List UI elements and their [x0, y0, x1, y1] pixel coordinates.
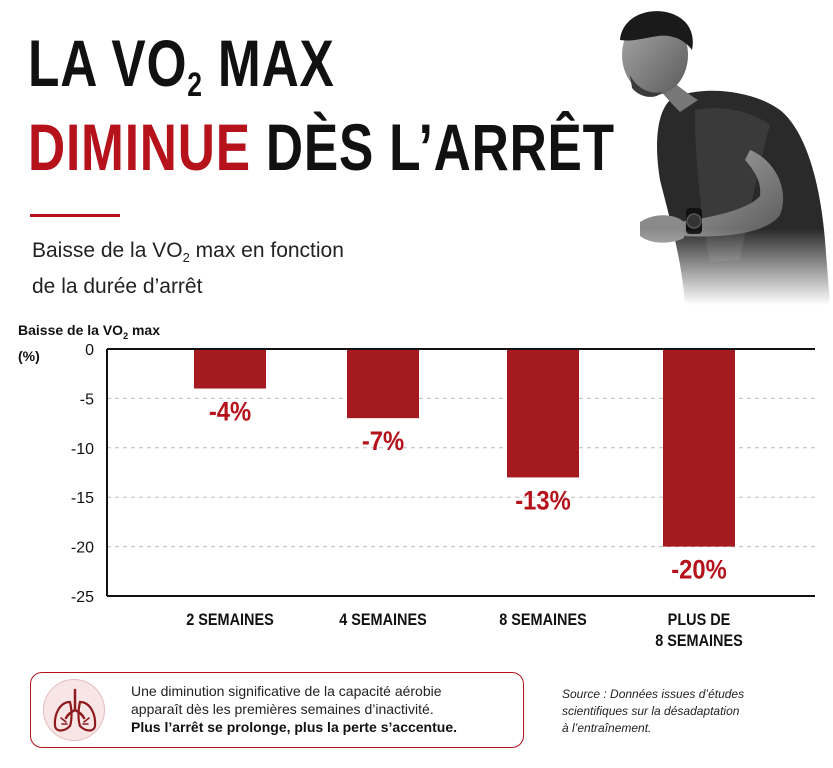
x-tick-label: PLUS DE 8 SEMAINES — [635, 609, 763, 651]
y-tick-label: -10 — [71, 441, 94, 458]
title-subscript: 2 — [187, 66, 203, 104]
x-tick-label: 2 SEMAINES — [166, 609, 294, 630]
subtitle-subscript: 2 — [182, 250, 190, 266]
subtitle-line-2: de la durée d’arrêt — [32, 275, 203, 299]
data-label: -7% — [362, 427, 404, 457]
source-line-1: Source : Données issues d’études — [562, 687, 745, 701]
info-line-2: apparaît dès les premières semaines d’in… — [131, 701, 434, 717]
data-label: -20% — [671, 555, 726, 585]
y-axis-unit: (%) — [18, 347, 40, 364]
x-tick-label-line: 8 SEMAINES — [655, 631, 743, 650]
bar — [194, 349, 266, 389]
bar — [507, 349, 579, 478]
bar — [347, 349, 419, 419]
info-text: Une diminution significative de la capac… — [131, 682, 511, 736]
x-tick-label-line: PLUS DE — [667, 610, 731, 629]
accent-rule — [30, 214, 120, 217]
x-tick-label: 4 SEMAINES — [319, 609, 447, 630]
lungs-icon — [43, 679, 105, 741]
data-label: -13% — [515, 486, 570, 516]
y-tick-label: -15 — [71, 490, 94, 507]
source-line-2: scientifiques sur la désadaptation — [562, 704, 740, 718]
title-line-1: LA VO2 MAX — [28, 30, 335, 108]
y-axis-label-subscript: 2 — [123, 330, 129, 341]
y-axis-label-part-2: max — [128, 322, 160, 338]
x-tick-label: 8 SEMAINES — [479, 609, 607, 630]
x-tick-label-line: 2 SEMAINES — [186, 610, 274, 629]
title-line-1-after: MAX — [202, 26, 335, 100]
subtitle-part-1: Baisse de la VO — [32, 239, 183, 262]
title-line-1-text: LA VO — [28, 26, 188, 100]
y-axis-label-part-1: Baisse de la VO — [18, 322, 124, 338]
chart-subtitle: Baisse de la VO2 max en fonction de la d… — [32, 236, 452, 301]
runner-photo — [600, 0, 833, 305]
info-bold-line: Plus l’arrêt se prolonge, plus la perte … — [131, 719, 457, 735]
y-axis-label: Baisse de la VO2 max (%) — [18, 320, 160, 366]
y-tick-label: 0 — [85, 342, 94, 359]
info-line-1: Une diminution significative de la capac… — [131, 683, 442, 699]
info-box: Une diminution significative de la capac… — [30, 672, 524, 748]
y-tick-label: -20 — [71, 540, 94, 557]
x-tick-label-line: 8 SEMAINES — [499, 610, 587, 629]
source-line-3: à l’entraînement. — [562, 721, 652, 735]
x-tick-label-line: 4 SEMAINES — [339, 610, 427, 629]
bar — [663, 349, 735, 547]
source-note: Source : Données issues d’études scienti… — [562, 686, 792, 737]
title-line-2: DIMINUE DÈS L’ARRÊT — [28, 114, 615, 180]
title-highlight: DIMINUE — [28, 110, 251, 184]
title-line-2-rest: DÈS L’ARRÊT — [250, 110, 615, 184]
y-tick-label: -5 — [80, 391, 94, 408]
data-label: -4% — [209, 397, 251, 427]
y-tick-label: -25 — [71, 589, 94, 606]
bar-chart: 0 -5 -10 -15 -20 -25 -4% -7% -13% -20% — [71, 342, 815, 606]
subtitle-part-2: max en fonction — [189, 239, 344, 262]
